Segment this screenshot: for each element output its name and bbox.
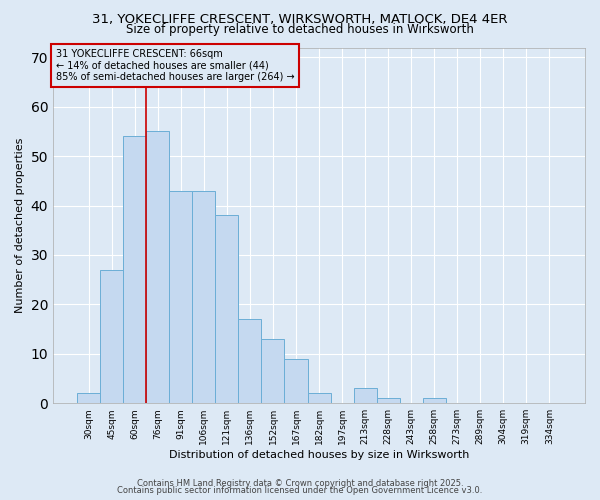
Bar [353, 388, 377, 403]
Bar [169, 191, 193, 403]
Bar [262, 339, 284, 403]
Bar [238, 319, 262, 403]
Bar [100, 270, 123, 403]
Y-axis label: Number of detached properties: Number of detached properties [15, 138, 25, 313]
Bar [193, 191, 215, 403]
Bar [123, 136, 146, 403]
Bar [422, 398, 446, 403]
Text: 31 YOKECLIFFE CRESCENT: 66sqm
← 14% of detached houses are smaller (44)
85% of s: 31 YOKECLIFFE CRESCENT: 66sqm ← 14% of d… [56, 50, 295, 82]
Text: Contains public sector information licensed under the Open Government Licence v3: Contains public sector information licen… [118, 486, 482, 495]
Bar [308, 394, 331, 403]
Text: Size of property relative to detached houses in Wirksworth: Size of property relative to detached ho… [126, 22, 474, 36]
X-axis label: Distribution of detached houses by size in Wirksworth: Distribution of detached houses by size … [169, 450, 469, 460]
Bar [284, 358, 308, 403]
Bar [377, 398, 400, 403]
Text: 31, YOKECLIFFE CRESCENT, WIRKSWORTH, MATLOCK, DE4 4ER: 31, YOKECLIFFE CRESCENT, WIRKSWORTH, MAT… [92, 12, 508, 26]
Bar [77, 394, 100, 403]
Bar [146, 132, 169, 403]
Bar [215, 216, 238, 403]
Text: Contains HM Land Registry data © Crown copyright and database right 2025.: Contains HM Land Registry data © Crown c… [137, 478, 463, 488]
